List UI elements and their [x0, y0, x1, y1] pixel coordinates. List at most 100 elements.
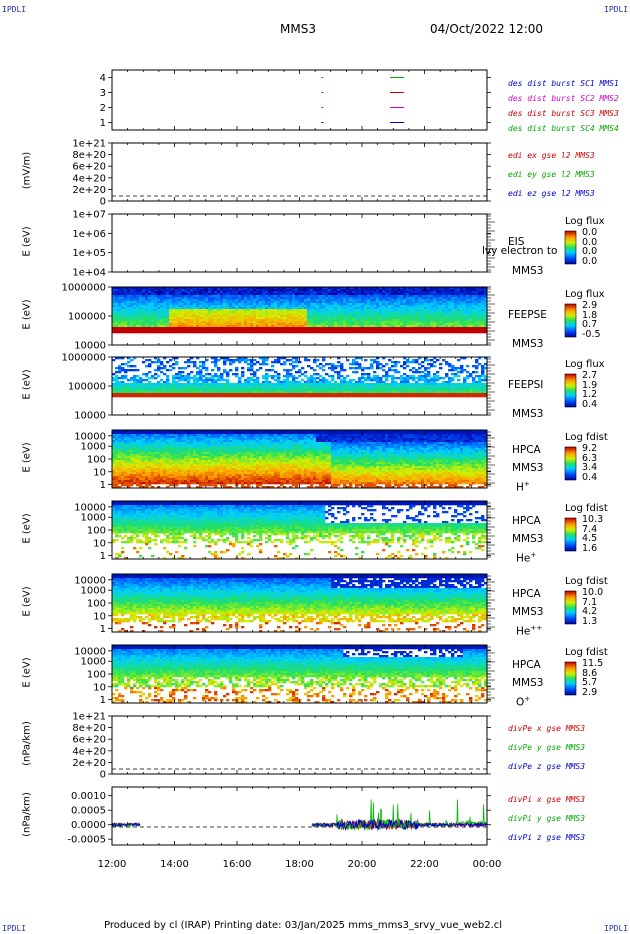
ytick-label-burst-1: 3 [100, 88, 106, 99]
panel-frame-edi [111, 142, 488, 202]
xtick-label-3: 18:00 [285, 859, 314, 870]
colorbar-value-feepse-0: 2.9 [582, 300, 598, 311]
species-label-hpca_he: He+ [516, 551, 537, 565]
species-charge-hpca_o: + [524, 695, 531, 703]
ytick-label-feepse-1: 100000 [68, 312, 106, 323]
ytick-label-hpca_hepp-0: 10000 [74, 575, 106, 586]
panel-frame-burst [111, 69, 488, 131]
ytick-label-divpe-2: 6e+20 [72, 735, 106, 746]
ylabel-feepsi: E (eV) [21, 369, 33, 400]
xtick-label-2: 16:00 [223, 859, 252, 870]
ytick-label-feepsi-0: 1000000 [61, 353, 106, 364]
spectrogram-hpca_h [112, 430, 488, 489]
ytick-label-edi-1: 8e+20 [72, 150, 106, 161]
datetime-title: 04/Oct/2022 12:00 [430, 22, 544, 36]
divpi-series-2-1 [311, 818, 488, 832]
colorbar-title-eis: Log flux [565, 216, 605, 227]
colorbar-value-hpca_hepp-2: 4.2 [582, 606, 598, 617]
side-label-feepse: FEEPSE [508, 309, 547, 321]
legend-divpe-2: divPe z gse MMS3 [508, 762, 586, 771]
legend-burst-2: des dist burst SC3 MMS3 [508, 109, 619, 118]
colorbar-title-feepsi: Log flux [565, 359, 605, 370]
ytick-label-divpe-4: 2e+20 [72, 758, 106, 769]
colorbar-hpca_o [564, 661, 577, 696]
ytick-label-hpca_o-2: 100 [87, 670, 106, 681]
side-label-hpca_h: HPCA [512, 444, 541, 456]
divpi-series-1-1 [311, 799, 488, 831]
side-label-hpca_o: HPCA [512, 659, 541, 671]
spectrogram-hpca_o [112, 645, 488, 704]
xtick-label-6: 00:00 [473, 859, 502, 870]
colorbar-value-feepsi-2: 1.2 [582, 389, 598, 400]
colorbar-value-feepse-3: -0.5 [582, 328, 601, 340]
colorbar-value-feepsi-1: 1.9 [582, 379, 598, 391]
xtick-label-0: 12:00 [98, 859, 127, 870]
legend-burst-3: des dist burst SC4 MMS4 [508, 124, 619, 133]
ytick-label-hpca_he-3: 10 [93, 538, 106, 549]
colorbar-value-hpca_he-0: 10.3 [582, 514, 604, 525]
ylabel-hpca_o: E (eV) [21, 657, 33, 688]
ytick-label-eis-0: 1e+07 [72, 210, 106, 221]
ylabel-feepse: E (eV) [21, 299, 33, 330]
legend-divpi-2: divPi z gse MMS3 [508, 833, 586, 842]
colorbar-value-hpca_h-1: 6.3 [582, 452, 598, 464]
species-charge-hpca_hepp: ++ [530, 624, 543, 632]
ytick-label-hpca_o-3: 10 [93, 682, 106, 693]
legend-divpi-1: divPi y gse MMS3 [508, 814, 586, 823]
ytick-label-hpca_h-0: 10000 [74, 431, 106, 442]
legend-edi-0: edi ex gse l2 MMS3 [508, 151, 595, 160]
colorbar-value-feepse-2: 0.7 [582, 319, 598, 330]
ytick-label-divpi-1: 0.0005 [71, 806, 106, 817]
ytick-label-hpca_h-2: 100 [87, 455, 106, 466]
ylabel-edi: (mV/m) [21, 151, 33, 190]
ytick-label-feepsi-1: 100000 [68, 382, 106, 393]
ytick-label-hpca_h-1: 1000 [81, 442, 106, 453]
ylabel-divpi: (nPa/km) [21, 792, 33, 837]
eis-overlay-text: lvy electron to [482, 245, 558, 257]
legend-burst-0: des dist burst SC1 MMS1 [508, 79, 619, 88]
colorbar-value-hpca_o-1: 8.6 [582, 667, 598, 679]
tick-layer [108, 70, 495, 845]
colorbar-title-feepse: Log flux [565, 289, 605, 300]
colorbar-value-hpca_h-0: 9.2 [582, 443, 598, 454]
side-spacecraft-hpca_o: MMS3 [512, 677, 544, 689]
colorbar-feepsi [564, 373, 577, 408]
divpi-series-2-0 [111, 821, 141, 828]
legend-divpe-0: divPe x gse MMS3 [508, 724, 586, 733]
ytick-label-hpca_o-1: 1000 [81, 657, 106, 668]
colorbar-title-hpca_o: Log fdist [565, 647, 608, 658]
ytick-label-edi-2: 6e+20 [72, 162, 106, 173]
ytick-label-edi-4: 2e+20 [72, 185, 106, 196]
ytick-label-hpca_he-0: 10000 [74, 502, 106, 513]
colorbar-value-hpca_he-2: 4.5 [582, 533, 598, 544]
ytick-label-hpca_o-4: 1 [100, 695, 106, 706]
colorbar-value-hpca_he-3: 1.6 [582, 542, 598, 554]
ytick-label-divpi-3: -0.0005 [67, 835, 106, 846]
colorbar-feepse [564, 303, 577, 338]
ytick-label-eis-3: 1e+04 [72, 268, 106, 279]
spectrogram-hpca_hepp [112, 574, 488, 633]
spectrogram-layer [112, 287, 488, 704]
legend-divpe-1: divPe y gse MMS3 [508, 743, 586, 752]
side-spacecraft-feepsi: MMS3 [512, 408, 544, 420]
ytick-label-hpca_hepp-2: 100 [87, 599, 106, 610]
colorbar-value-eis-1: 0.0 [582, 236, 598, 248]
ytick-label-hpca_he-1: 1000 [81, 513, 106, 524]
side-spacecraft-hpca_hepp: MMS3 [512, 606, 544, 618]
colorbar-value-hpca_hepp-0: 10.0 [582, 587, 604, 598]
colorbar-value-hpca_hepp-1: 7.1 [582, 596, 598, 608]
colorbar-hpca_he [564, 517, 577, 552]
species-charge-hpca_h: + [523, 480, 530, 488]
ytick-label-eis-2: 1e+05 [72, 248, 106, 259]
panel-frame-divpe [111, 715, 488, 775]
ytick-label-edi-3: 4e+20 [72, 173, 106, 184]
ytick-label-feepse-0: 1000000 [61, 283, 106, 294]
side-label-eis: EIS [508, 236, 525, 248]
colorbar-eis [564, 230, 577, 265]
ytick-label-burst-0: 4 [100, 73, 106, 84]
xtick-label-1: 14:00 [160, 859, 189, 870]
ytick-label-burst-3: 1 [100, 118, 106, 129]
colorbar-title-hpca_hepp: Log fdist [565, 576, 608, 587]
side-spacecraft-hpca_he: MMS3 [512, 533, 544, 545]
